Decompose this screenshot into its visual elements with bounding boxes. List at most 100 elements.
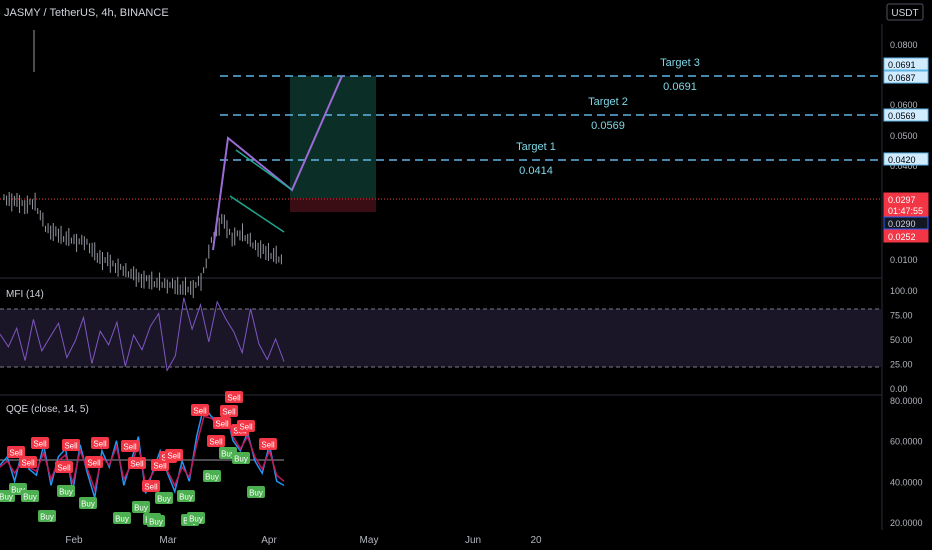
signal-text: Sell	[130, 460, 144, 469]
time-tick-label: Apr	[261, 535, 277, 546]
price-tag-box	[883, 229, 929, 243]
signal-text: Buy	[157, 495, 171, 504]
signal-badge	[259, 438, 277, 450]
target-label: Target 2	[588, 96, 628, 108]
price-tag-box	[883, 152, 929, 166]
mfi-axis[interactable]: 100.00 75.00 50.00 25.00 0.00	[890, 286, 918, 394]
pattern-zigzag-line	[212, 75, 343, 251]
price-tag-box	[883, 203, 929, 217]
time-axis[interactable]: Feb Mar Apr May Jun 20	[65, 535, 542, 546]
qqe-tick-label: 40.0000	[890, 477, 923, 487]
signal-text: Sell	[153, 462, 167, 471]
signal-text: Sell	[9, 449, 23, 458]
price-tag-text: 0.0687	[888, 73, 916, 83]
currency-badge[interactable]: USDT	[886, 3, 924, 21]
mfi-tick-label: 75.00	[890, 311, 913, 321]
time-tick-label: 20	[530, 535, 542, 546]
price-tick-label: 0.0800	[890, 40, 918, 50]
signal-text: Buy	[179, 493, 193, 502]
mfi-tick-label: 25.00	[890, 360, 913, 370]
signal-text: Sell	[57, 464, 71, 473]
time-tick-label: Jun	[465, 535, 481, 546]
signal-badge	[38, 510, 56, 522]
signal-text: Sell	[33, 440, 47, 449]
signal-badge	[191, 404, 209, 416]
mfi-band	[0, 309, 882, 367]
price-tag-text: 0.0691	[888, 60, 916, 70]
price-tick-label: 0.0500	[890, 131, 918, 141]
target-value: 0.0691	[663, 81, 697, 93]
price-pane[interactable]: Target 3 0.0691 Target 2 0.0569 Target 1 0.04…	[0, 30, 929, 298]
signal-badge	[177, 490, 195, 502]
target-value: 0.0569	[591, 120, 625, 132]
currency-label: USDT	[891, 8, 918, 19]
signal-badge	[132, 501, 150, 513]
signal-badge	[165, 449, 183, 461]
signal-badge	[247, 486, 265, 498]
signal-badge	[7, 446, 25, 458]
signal-text: Buy	[81, 500, 95, 509]
pattern-drawings[interactable]	[212, 75, 343, 251]
signal-text: Sell	[87, 459, 101, 468]
signal-badge	[187, 512, 205, 524]
mfi-line	[0, 297, 285, 372]
signal-badge	[85, 456, 103, 468]
target-label: Target 3	[660, 57, 700, 69]
signal-badge	[91, 437, 109, 449]
qqe-axis[interactable]: 80.0000 60.0000 40.0000 20.0000	[890, 396, 923, 528]
qqe-title: QQE (close, 14, 5)	[6, 404, 89, 415]
time-tick-label: May	[360, 535, 379, 546]
signal-text: Buy	[11, 486, 25, 495]
signal-badge	[55, 461, 73, 473]
signal-badge	[62, 439, 80, 451]
signal-text: Sell	[193, 407, 207, 416]
signal-badge	[203, 470, 221, 482]
price-tick-label: 0.0100	[890, 255, 918, 265]
signal-text: Buy	[234, 455, 248, 464]
signal-text: Sell	[64, 442, 78, 451]
mfi-tick-label: 50.00	[890, 335, 913, 345]
time-tick-label: Mar	[159, 535, 177, 546]
signal-badge	[155, 492, 173, 504]
price-tag-box	[883, 216, 929, 230]
signal-badge	[142, 480, 160, 492]
signal-text: Buy	[40, 513, 54, 522]
signal-text: Sell	[167, 452, 181, 461]
signal-text: Sell	[144, 483, 158, 492]
signal-text: Buy	[205, 473, 219, 482]
mfi-tick-label: 0.00	[890, 384, 908, 394]
mfi-title: MFI (14)	[6, 289, 44, 300]
mfi-pane[interactable]: MFI (14) 100.00 75.00 50.00 25.00 0.00	[0, 286, 918, 394]
signal-badge	[31, 437, 49, 449]
target-label: Target 1	[516, 141, 556, 153]
target-lines: Target 3 0.0691 Target 2 0.0569 Target 1 0.04…	[220, 57, 880, 177]
signal-badge	[57, 485, 75, 497]
price-tag-text: 0.0297	[888, 195, 916, 205]
qqe-pane[interactable]: QQE (close, 14, 5) SellSellSellSellSellS…	[0, 391, 923, 528]
price-tag-box	[883, 108, 929, 122]
signal-badge	[237, 420, 255, 432]
price-tag-box	[883, 70, 929, 84]
signal-text: Buy	[23, 493, 37, 502]
signal-badge	[147, 515, 165, 527]
target-value: 0.0414	[519, 165, 553, 177]
time-tick-label: Feb	[65, 535, 83, 546]
mfi-series-line	[0, 297, 285, 372]
signal-badge	[232, 452, 250, 464]
price-tick-label: 0.0400	[890, 161, 918, 171]
price-tick-label: 0.0600	[890, 100, 918, 110]
signal-badge	[128, 457, 146, 469]
qqe-tick-label: 80.0000	[890, 396, 923, 406]
signal-badge	[220, 405, 238, 417]
signal-text: Sell	[261, 441, 275, 450]
qqe-tick-label: 20.0000	[890, 518, 923, 528]
signal-text: Sell	[222, 408, 236, 417]
signal-text: Sell	[239, 423, 253, 432]
long-position-stop-zone[interactable]	[290, 198, 376, 212]
signal-badge	[79, 497, 97, 509]
price-tag-text: 01:47:55	[888, 206, 923, 216]
signal-text: Sell	[93, 440, 107, 449]
price-tag-box	[883, 57, 929, 71]
